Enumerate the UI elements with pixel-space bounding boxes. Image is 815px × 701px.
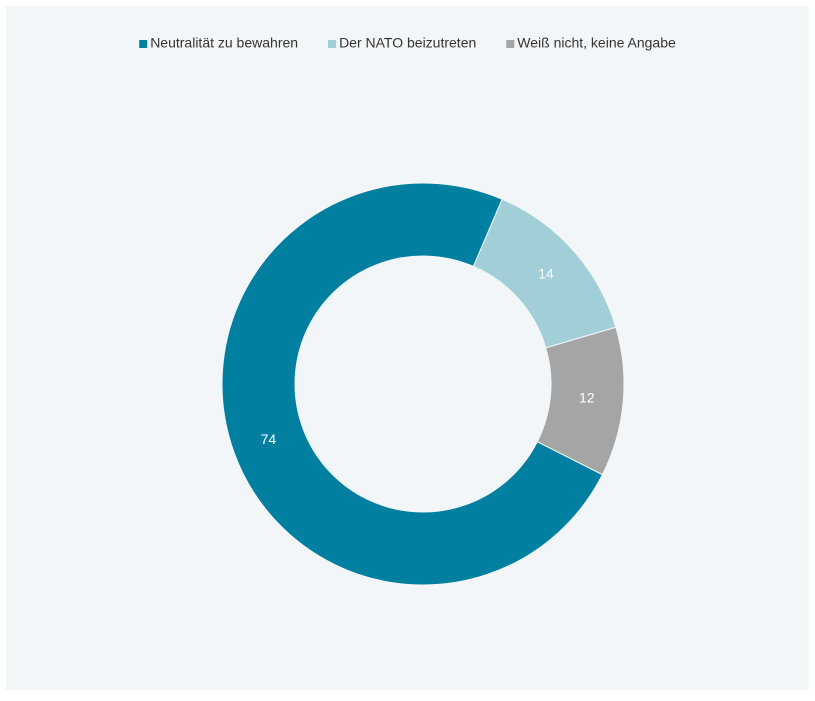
legend-swatch [139,40,148,48]
data-label: 74 [261,431,277,447]
legend-label: Neutralität zu bewahren [150,35,298,51]
data-label: 14 [538,265,554,281]
legend-swatch [506,40,515,48]
legend-label: Weiß nicht, keine Angabe [517,35,676,51]
donut: 74 14 12 [221,182,625,586]
donut-slice [221,182,604,586]
legend-swatch [328,40,337,48]
data-label: 12 [579,390,595,406]
chart-background [6,6,809,690]
donut-slice [536,326,625,476]
legend-label: Der NATO beizutreten [339,35,476,51]
legend: Neutralität zu bewahren Der NATO beizutre… [139,35,676,51]
